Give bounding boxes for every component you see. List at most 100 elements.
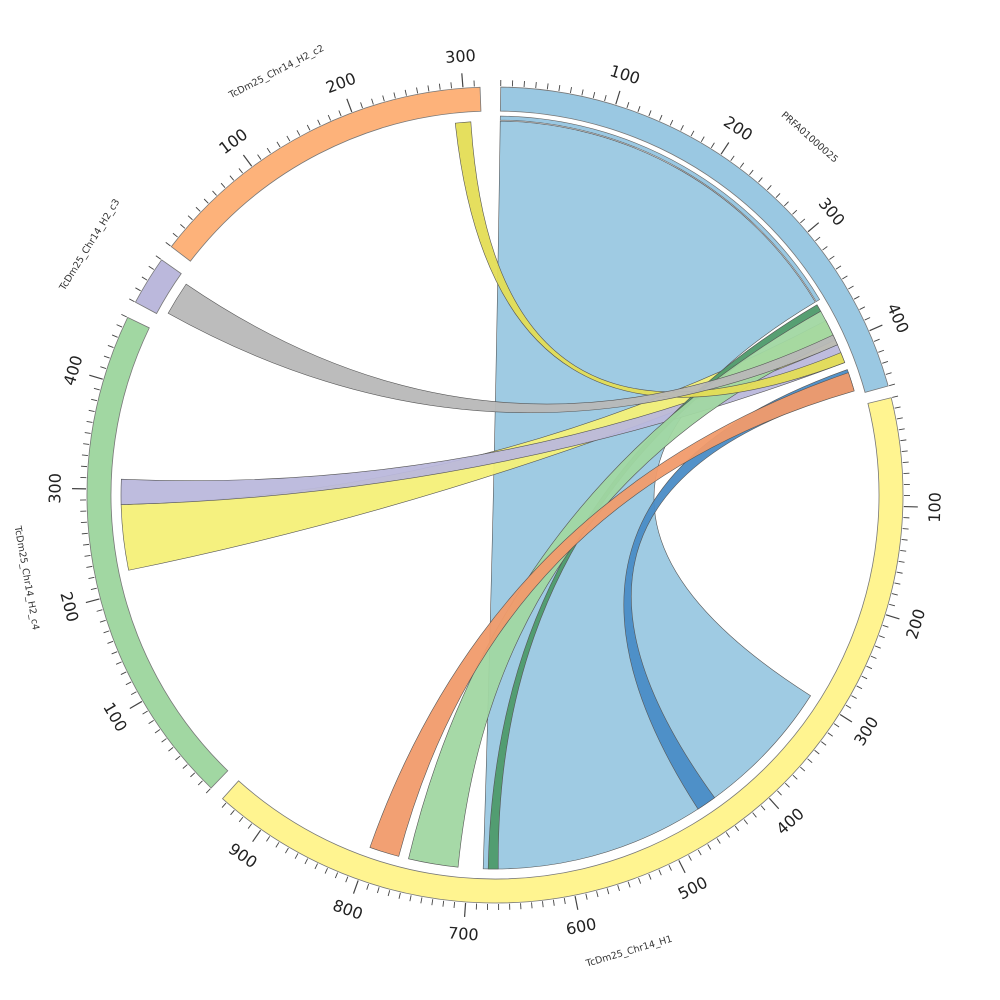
- minor-tick-c2-160: [306, 124, 311, 131]
- minor-tick-c4-190: [96, 609, 103, 612]
- minor-tick-c2-210: [360, 102, 363, 109]
- minor-tick-prfa-70: [581, 89, 584, 96]
- minor-tick-c4-40: [175, 755, 181, 761]
- minor-tick-h1-330: [821, 741, 827, 746]
- tick-label-h1-200: 200: [902, 607, 929, 642]
- minor-tick-c2-180: [327, 114, 332, 121]
- minor-tick-h1-310: [833, 723, 840, 728]
- minor-tick-prfa-140: [659, 114, 663, 121]
- minor-tick-h1-170: [894, 582, 901, 585]
- minor-tick-prfa-260: [775, 193, 781, 199]
- minor-tick-c2-240: [393, 92, 396, 99]
- minor-tick-c4-160: [107, 640, 114, 644]
- major-tick-c4-400: [89, 374, 103, 380]
- minor-tick-c4-370: [88, 409, 95, 413]
- major-tick-c2-200: [346, 98, 353, 113]
- minor-tick-c4-130: [120, 671, 127, 675]
- minor-tick-c4-110: [130, 691, 137, 696]
- minor-tick-h1-890: [266, 836, 271, 842]
- minor-tick-h1-420: [752, 812, 757, 818]
- ticks-layer: 100 200 300 400 100 200 300 400 500 600 700 800 900 1…: [45, 46, 944, 945]
- minor-tick-h1-510: [668, 864, 672, 871]
- highlight-band-prfa: [499, 115, 821, 302]
- major-tick-h1-700: [463, 902, 467, 917]
- minor-tick-prfa-90: [604, 95, 607, 102]
- minor-tick-h1-180: [891, 593, 898, 596]
- minor-tick-h1-790: [366, 883, 370, 890]
- tick-label-c4-400: 400: [60, 353, 87, 388]
- ideogram-c4: [86, 316, 229, 789]
- minor-tick-c4-230: [86, 565, 93, 568]
- minor-tick-prfa-220: [739, 162, 745, 168]
- minor-tick-h1-270: [856, 685, 863, 690]
- minor-tick-h1-730: [431, 899, 434, 906]
- minor-tick-prfa-250: [766, 185, 772, 191]
- contig-label-c3: TcDm25_Chr14_H2_c3: [57, 197, 122, 293]
- minor-tick-prfa-210: [730, 155, 735, 162]
- minor-tick-prfa-270: [783, 201, 789, 207]
- major-tick-c4-100: [129, 700, 143, 710]
- minor-tick-c4-410: [100, 366, 107, 369]
- minor-tick-h1-720: [442, 900, 445, 907]
- minor-tick-prfa-320: [822, 246, 828, 251]
- contig-label-c4: TcDm25_Chr14_H2_c4: [12, 524, 41, 631]
- minor-tick-c2-250: [404, 89, 407, 96]
- minor-tick-prfa-190: [710, 142, 715, 149]
- tick-label-c2-300: 300: [445, 46, 477, 67]
- minor-tick-c2-220: [371, 98, 374, 105]
- minor-tick-prfa-410: [873, 338, 880, 342]
- minor-tick-h1-490: [688, 855, 692, 861]
- minor-tick-h1-480: [697, 849, 702, 856]
- major-tick-h1-400: [768, 797, 780, 810]
- minor-tick-c2-0: [165, 242, 171, 247]
- tick-label-h1-600: 600: [564, 914, 598, 939]
- minor-tick-prfa-350: [842, 275, 848, 280]
- minor-tick-c4-390: [93, 387, 100, 391]
- minor-tick-c2-80: [229, 175, 235, 181]
- tick-label-h1-100: 100: [925, 492, 945, 523]
- minor-tick-c4-170: [103, 630, 110, 634]
- minor-tick-h1-770: [387, 890, 391, 897]
- minor-tick-h1-150: [898, 560, 905, 563]
- major-tick-prfa-300: [807, 222, 820, 233]
- link-ribbon-prfa-h1-0: [482, 120, 816, 870]
- minor-tick-c2-40: [195, 206, 201, 212]
- minor-tick-c4-220: [88, 576, 95, 579]
- minor-tick-h1-550: [627, 881, 631, 888]
- minor-tick-c4-440: [111, 334, 118, 338]
- contig-label-c2: TcDm25_Chr14_H2_c2: [226, 43, 326, 102]
- minor-tick-h1-350: [807, 758, 813, 764]
- minor-tick-c2-120: [266, 147, 271, 154]
- minor-tick-h1-30: [898, 428, 905, 431]
- minor-tick-c2-280: [438, 83, 441, 90]
- minor-tick-c4-430: [107, 345, 114, 349]
- minor-tick-prfa-170: [690, 130, 695, 137]
- minor-tick-h1-760: [398, 892, 401, 899]
- minor-tick-h1-230: [874, 645, 881, 649]
- minor-tick-c4-250: [82, 543, 90, 546]
- minor-tick-c2-190: [338, 110, 342, 117]
- minor-tick-h1-710: [453, 901, 456, 909]
- minor-tick-h1-160: [896, 571, 903, 574]
- minor-tick-c4-80: [148, 719, 154, 725]
- minor-tick-h1-870: [285, 847, 289, 854]
- tick-label-prfa-400: 400: [883, 300, 913, 336]
- minor-tick-prfa-160: [680, 125, 684, 131]
- minor-tick-prfa-450: [889, 383, 896, 387]
- minor-tick-h1-740: [420, 897, 423, 904]
- minor-tick-prfa-390: [864, 317, 871, 321]
- minor-tick-h1-360: [800, 766, 806, 772]
- major-tick-c2-300: [461, 73, 464, 88]
- minor-tick-h1-850: [304, 858, 309, 865]
- minor-tick-h1-0: [892, 395, 899, 398]
- minor-tick-c4-340: [83, 443, 90, 445]
- minor-tick-h1-540: [638, 877, 642, 884]
- minor-tick-prfa-440: [885, 372, 892, 375]
- minor-tick-prfa-430: [882, 361, 889, 364]
- minor-tick-h1-50: [901, 450, 908, 453]
- minor-tick-c4-350: [84, 432, 91, 434]
- minor-tick-c4-20: [190, 772, 196, 778]
- inner-highlight-layer: [499, 115, 821, 302]
- minor-tick-c2-140: [286, 135, 291, 142]
